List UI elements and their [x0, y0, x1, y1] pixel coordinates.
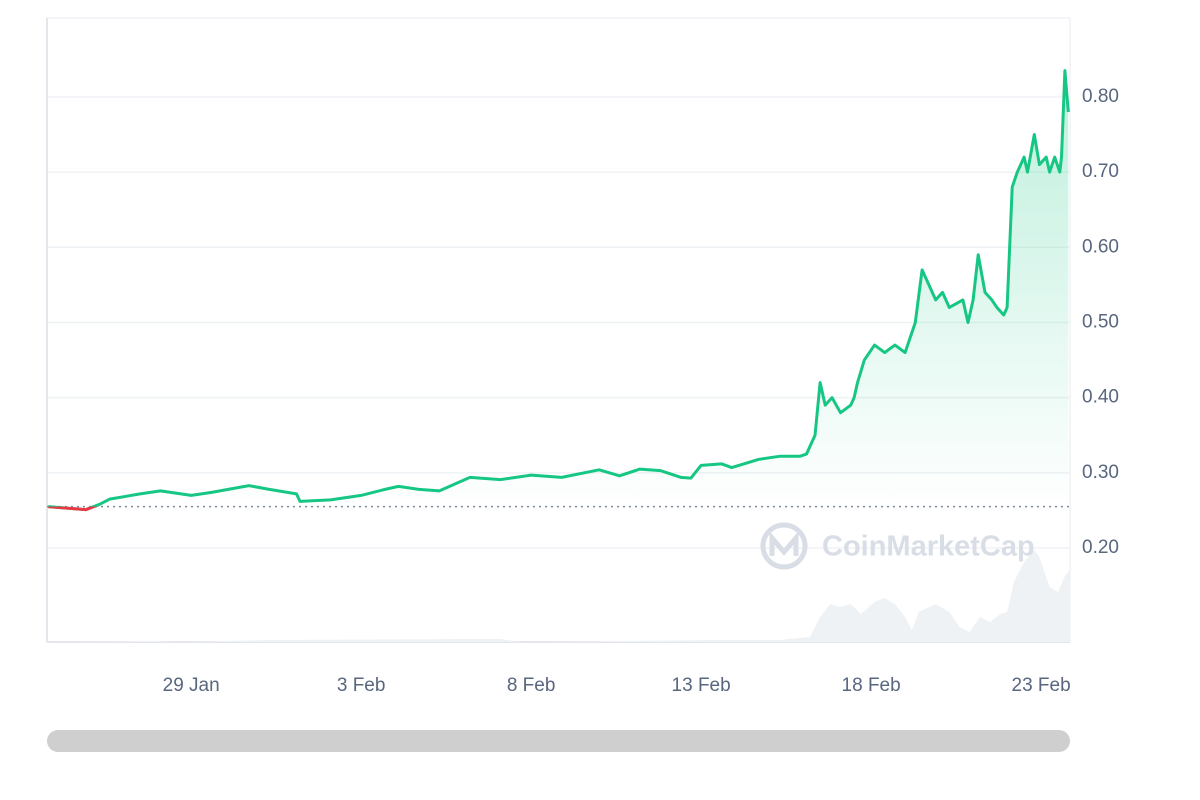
watermark-logo-m [769, 531, 799, 556]
x-tick-label: 29 Jan [163, 675, 220, 696]
watermark: CoinMarketCap [760, 522, 1035, 570]
x-tick-label: 18 Feb [842, 675, 901, 696]
x-tick-label: 8 Feb [507, 675, 556, 696]
y-tick-label: 0.80 [1082, 86, 1119, 107]
watermark-logo [760, 522, 808, 570]
x-tick-label: 13 Feb [672, 675, 731, 696]
x-tick-label: 3 Feb [337, 675, 386, 696]
volume-area [48, 550, 1070, 642]
y-tick-label: 0.20 [1082, 537, 1119, 558]
y-tick-label: 0.70 [1082, 161, 1119, 182]
y-tick-label: 0.40 [1082, 387, 1119, 408]
y-tick-label: 0.60 [1082, 236, 1119, 257]
price-area [48, 70, 1069, 510]
x-tick-label: 23 Feb [1012, 675, 1071, 696]
watermark-text: CoinMarketCap [822, 531, 1035, 563]
y-tick-label: 0.50 [1082, 311, 1119, 332]
price-line [48, 69, 1070, 512]
y-tick-label: 0.30 [1082, 462, 1119, 483]
scrollbar[interactable] [47, 730, 1070, 752]
